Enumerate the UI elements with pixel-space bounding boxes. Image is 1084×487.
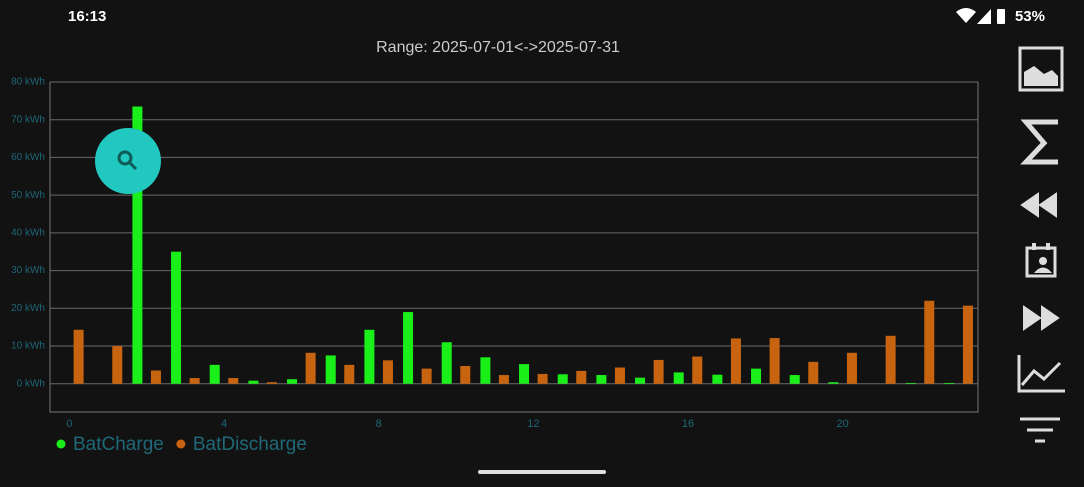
bar [596, 375, 607, 384]
bar [305, 352, 316, 384]
bar [653, 359, 664, 384]
bar [751, 368, 762, 384]
y-tick-label: 0 kWh [17, 378, 45, 389]
forward-button[interactable] [1023, 305, 1060, 331]
bar [828, 382, 839, 384]
chart-title: Range: 2025-07-01<->2025-07-31 [376, 39, 620, 56]
y-tick-label: 40 kWh [11, 227, 45, 238]
bar [344, 364, 355, 384]
status-battery: 53% [1015, 8, 1045, 25]
x-tick-label: 4 [221, 418, 227, 430]
nav-handle [478, 470, 606, 474]
status-time: 16:13 [68, 8, 106, 25]
toolbar [1017, 46, 1065, 443]
bar [382, 360, 393, 384]
bar [73, 329, 84, 384]
bar [846, 352, 857, 384]
zoom-button[interactable] [95, 128, 161, 194]
y-tick-label: 30 kWh [11, 265, 45, 276]
bar [519, 364, 530, 384]
zoom-icon [127, 160, 138, 171]
bar [132, 106, 143, 384]
status-icons [956, 8, 1005, 24]
bar [885, 335, 896, 384]
image-button[interactable] [1018, 46, 1064, 92]
bar [576, 370, 587, 384]
legend-label: BatCharge [73, 434, 164, 455]
x-tick-label: 12 [527, 418, 539, 430]
legend-marker [56, 439, 66, 449]
y-tick-label: 60 kWh [11, 152, 45, 163]
bar [962, 305, 973, 384]
bar [364, 329, 375, 384]
bar [441, 342, 452, 384]
bar [266, 382, 277, 384]
zoom-icon [117, 150, 133, 166]
bar [769, 338, 780, 384]
bar [557, 374, 568, 384]
calendar-button[interactable] [1025, 243, 1057, 278]
y-tick-label: 20 kWh [11, 303, 45, 314]
bar [421, 368, 432, 384]
bar [789, 375, 800, 384]
filter-button[interactable] [1020, 417, 1060, 443]
bar [924, 300, 935, 384]
bar [480, 357, 491, 384]
x-tick-label: 20 [837, 418, 849, 430]
bar [112, 346, 123, 384]
x-tick-label: 16 [682, 418, 694, 430]
bar [537, 373, 548, 384]
bar [808, 361, 819, 384]
bar [150, 370, 161, 384]
bar [403, 312, 414, 384]
bar [189, 378, 200, 384]
y-tick-label: 80 kWh [11, 77, 45, 88]
rewind-button[interactable] [1020, 192, 1057, 218]
bar [460, 365, 471, 384]
legend-marker [176, 439, 186, 449]
bar [209, 364, 220, 384]
bar [248, 380, 259, 384]
bar [614, 367, 625, 384]
bar [171, 251, 182, 384]
bar [325, 355, 336, 384]
y-tick-label: 70 kWh [11, 114, 45, 125]
bar [712, 374, 723, 384]
sum-button[interactable] [1020, 119, 1058, 165]
bar [905, 382, 916, 384]
y-tick-label: 10 kWh [11, 341, 45, 352]
bar [498, 375, 509, 384]
bar [228, 378, 239, 384]
bar [692, 356, 703, 384]
bar [730, 338, 741, 384]
legend-label: BatDischarge [193, 434, 307, 455]
x-tick-label: 8 [376, 418, 382, 430]
bar [635, 377, 646, 384]
y-tick-label: 50 kWh [11, 190, 45, 201]
x-tick-label: 0 [66, 418, 72, 430]
bar [287, 379, 298, 384]
bar [944, 382, 955, 384]
trend-button[interactable] [1017, 355, 1065, 393]
bar [673, 372, 684, 384]
